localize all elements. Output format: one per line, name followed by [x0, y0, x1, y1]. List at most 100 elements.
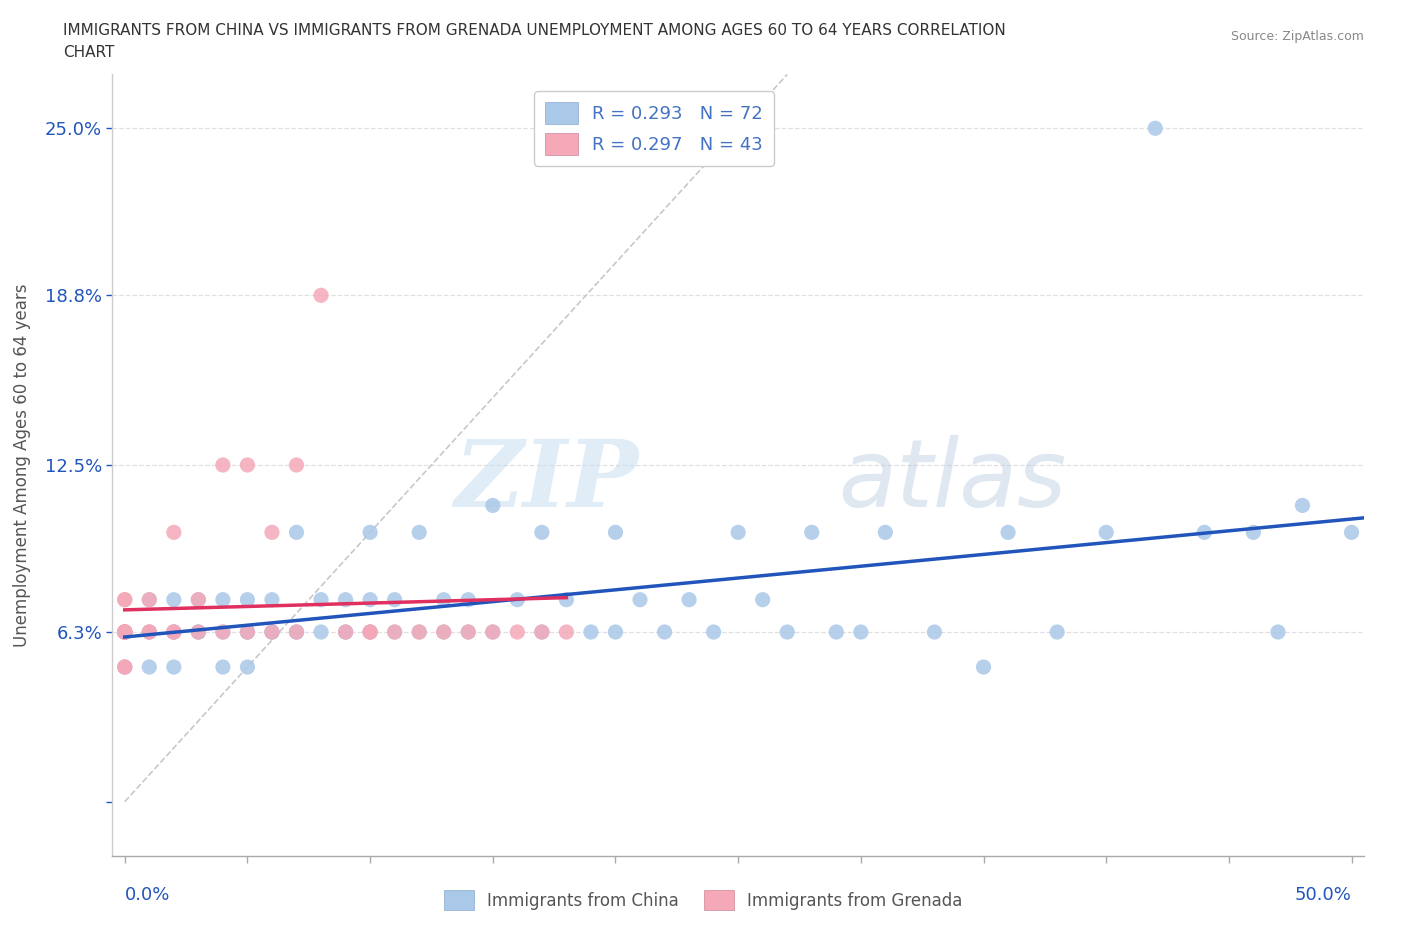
Point	[335, 625, 357, 640]
Point	[359, 625, 381, 640]
Point	[114, 625, 136, 640]
Text: IMMIGRANTS FROM CHINA VS IMMIGRANTS FROM GRENADA UNEMPLOYMENT AMONG AGES 60 TO 6: IMMIGRANTS FROM CHINA VS IMMIGRANTS FROM…	[63, 23, 1007, 38]
Legend: R = 0.293   N = 72, R = 0.297   N = 43: R = 0.293 N = 72, R = 0.297 N = 43	[534, 91, 773, 166]
Point	[212, 458, 235, 472]
Point	[260, 625, 283, 640]
Point	[703, 625, 725, 640]
Point	[384, 625, 406, 640]
Point	[997, 525, 1019, 539]
Point	[800, 525, 823, 539]
Point	[114, 625, 136, 640]
Point	[236, 625, 259, 640]
Text: 0.0%: 0.0%	[125, 886, 170, 904]
Point	[924, 625, 946, 640]
Point	[114, 625, 136, 640]
Point	[555, 592, 578, 607]
Text: Source: ZipAtlas.com: Source: ZipAtlas.com	[1230, 30, 1364, 43]
Point	[457, 625, 479, 640]
Point	[163, 659, 186, 674]
Legend: Immigrants from China, Immigrants from Grenada: Immigrants from China, Immigrants from G…	[437, 884, 969, 917]
Point	[579, 625, 602, 640]
Point	[285, 625, 308, 640]
Point	[384, 625, 406, 640]
Point	[849, 625, 872, 640]
Point	[359, 592, 381, 607]
Point	[384, 592, 406, 607]
Point	[1046, 625, 1069, 640]
Point	[114, 625, 136, 640]
Point	[309, 592, 332, 607]
Point	[260, 525, 283, 539]
Point	[285, 625, 308, 640]
Point	[163, 592, 186, 607]
Point	[114, 625, 136, 640]
Point	[1144, 121, 1167, 136]
Point	[433, 625, 456, 640]
Point	[433, 592, 456, 607]
Point	[138, 659, 160, 674]
Point	[751, 592, 773, 607]
Point	[605, 525, 627, 539]
Point	[359, 625, 381, 640]
Point	[114, 625, 136, 640]
Point	[506, 592, 529, 607]
Point	[138, 625, 160, 640]
Point	[260, 625, 283, 640]
Point	[285, 625, 308, 640]
Point	[236, 458, 259, 472]
Point	[114, 625, 136, 640]
Point	[212, 659, 235, 674]
Point	[408, 525, 430, 539]
Point	[187, 625, 209, 640]
Point	[187, 592, 209, 607]
Point	[309, 288, 332, 303]
Point	[138, 625, 160, 640]
Point	[163, 525, 186, 539]
Point	[875, 525, 897, 539]
Point	[335, 625, 357, 640]
Y-axis label: Unemployment Among Ages 60 to 64 years: Unemployment Among Ages 60 to 64 years	[13, 284, 31, 646]
Point	[1194, 525, 1216, 539]
Point	[187, 592, 209, 607]
Point	[236, 625, 259, 640]
Point	[285, 458, 308, 472]
Point	[481, 498, 503, 512]
Point	[457, 625, 479, 640]
Point	[335, 625, 357, 640]
Point	[163, 625, 186, 640]
Point	[114, 592, 136, 607]
Point	[114, 659, 136, 674]
Point	[212, 625, 235, 640]
Point	[114, 625, 136, 640]
Point	[236, 592, 259, 607]
Point	[1291, 498, 1313, 512]
Point	[114, 659, 136, 674]
Point	[825, 625, 848, 640]
Point	[285, 525, 308, 539]
Point	[1095, 525, 1118, 539]
Point	[776, 625, 799, 640]
Point	[727, 525, 749, 539]
Text: 50.0%: 50.0%	[1295, 886, 1351, 904]
Point	[138, 592, 160, 607]
Point	[114, 592, 136, 607]
Point	[678, 592, 700, 607]
Text: ZIP: ZIP	[454, 435, 638, 525]
Point	[114, 659, 136, 674]
Point	[335, 592, 357, 607]
Point	[530, 625, 553, 640]
Point	[654, 625, 676, 640]
Point	[605, 625, 627, 640]
Text: CHART: CHART	[63, 45, 115, 60]
Point	[359, 525, 381, 539]
Point	[138, 625, 160, 640]
Point	[260, 625, 283, 640]
Point	[408, 625, 430, 640]
Point	[973, 659, 995, 674]
Point	[138, 592, 160, 607]
Point	[628, 592, 651, 607]
Point	[530, 625, 553, 640]
Point	[187, 625, 209, 640]
Point	[1267, 625, 1289, 640]
Point	[309, 625, 332, 640]
